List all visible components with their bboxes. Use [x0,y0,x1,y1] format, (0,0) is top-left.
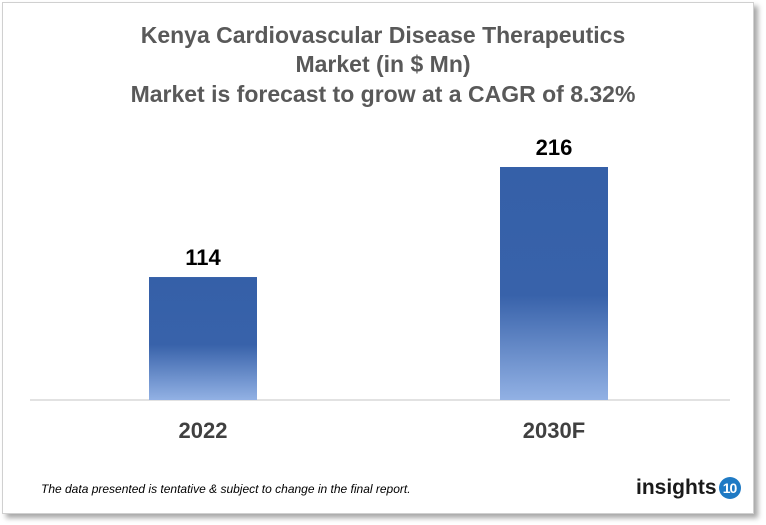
data-label-2030F: 216 [536,135,573,160]
x-tick-label-2022: 2022 [179,418,228,443]
x-tick-label-2030F: 2030F [523,418,585,443]
chart-title-line-1: Kenya Cardiovascular Disease Therapeutic… [140,22,626,48]
logo-number-badge: 10 [718,477,741,499]
bar-2030F [500,167,608,400]
bar-2022 [149,277,257,400]
chart-title-line-2: Market (in $ Mn) [295,51,471,77]
chart-subtitle: Market is forecast to grow at a CAGR of … [130,81,636,107]
insights10-logo: insights 10 [636,476,741,500]
chart-card [2,2,754,514]
disclaimer-note: The data presented is tentative & subjec… [41,482,411,496]
data-label-2022: 114 [185,245,221,270]
logo-text: insights [636,476,717,499]
